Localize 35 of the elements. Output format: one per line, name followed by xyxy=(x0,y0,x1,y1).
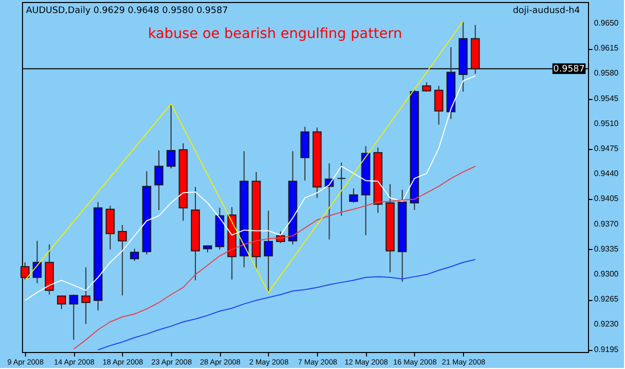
candlestick xyxy=(81,266,90,325)
y-tick-label: 0.9405 xyxy=(594,194,620,204)
y-tick-label: 0.9580 xyxy=(594,68,620,78)
y-tick-label: 0.9195 xyxy=(594,344,620,354)
line-series xyxy=(24,75,476,301)
y-tick-label: 0.9230 xyxy=(594,320,620,329)
y-tick-label: 0.9370 xyxy=(594,219,620,228)
y-tick-label: 0.9615 xyxy=(594,44,620,53)
candlestick xyxy=(336,162,346,216)
candlestick xyxy=(57,296,66,310)
candlestick xyxy=(32,240,42,284)
candlestick xyxy=(264,210,273,293)
y-tick-label: 0.9440 xyxy=(594,169,620,178)
annotation: kabuse oe bearish engulfing pattern xyxy=(148,26,402,42)
line-series xyxy=(98,258,476,350)
y-tick-label: 0.9265 xyxy=(594,294,620,304)
candlestick xyxy=(166,103,176,169)
y-tick-label: 0.9650 xyxy=(594,18,620,28)
y-tick-label: 0.9475 xyxy=(594,144,620,154)
line-series xyxy=(73,166,476,350)
y-tick-label: 0.9545 xyxy=(594,94,620,103)
y-tick-label: 0.9335 xyxy=(594,244,620,254)
y-tick-label: 0.9300 xyxy=(594,270,620,279)
candlestick xyxy=(349,188,358,204)
chart-title: AUDUSD,Daily 0.9629 0.9648 0.9580 0.9587 xyxy=(26,6,228,16)
candlestick xyxy=(118,224,127,296)
candlestick xyxy=(69,294,78,340)
candlestick xyxy=(154,150,164,210)
text: doji-audusd-h4 xyxy=(512,6,580,16)
candlestick xyxy=(324,162,334,240)
ref-line-label: 0.9587 xyxy=(553,64,585,75)
y-tick-label: 0.9510 xyxy=(594,118,620,128)
candlestick xyxy=(130,248,140,262)
candlestick xyxy=(434,85,444,126)
candlestick xyxy=(20,262,30,281)
